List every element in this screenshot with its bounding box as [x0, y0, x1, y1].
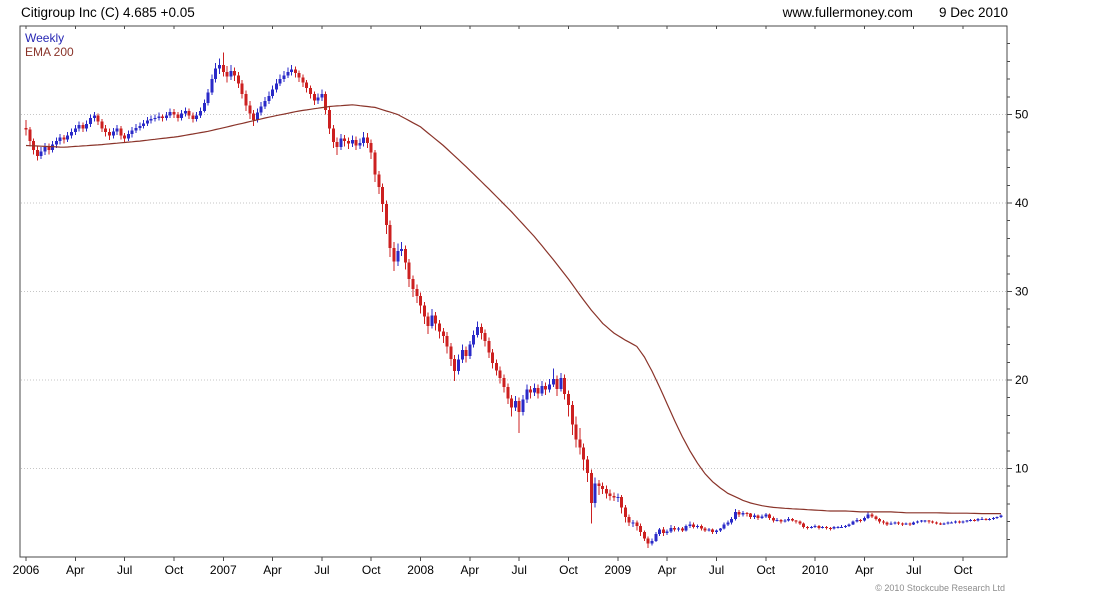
svg-text:Apr: Apr	[658, 563, 677, 577]
svg-text:Oct: Oct	[954, 563, 973, 577]
svg-text:Jul: Jul	[512, 563, 527, 577]
chart-frame	[19, 25, 1012, 561]
svg-text:10: 10	[1015, 462, 1029, 476]
svg-text:Oct: Oct	[165, 563, 184, 577]
svg-text:20: 20	[1015, 373, 1029, 387]
y-gridlines	[21, 114, 1006, 469]
svg-text:Jul: Jul	[906, 563, 921, 577]
svg-text:Apr: Apr	[855, 563, 874, 577]
svg-text:50: 50	[1015, 108, 1029, 122]
svg-text:Apr: Apr	[66, 563, 85, 577]
svg-text:Apr: Apr	[263, 563, 282, 577]
svg-text:Jul: Jul	[117, 563, 132, 577]
copyright-notice: © 2010 Stockcube Research Ltd	[875, 583, 1005, 593]
website-text: www.fullermoney.com	[782, 5, 913, 20]
ema-label: EMA 200	[25, 45, 74, 59]
svg-text:2007: 2007	[210, 563, 237, 577]
chart-legend: Weekly EMA 200	[25, 31, 74, 59]
svg-text:Apr: Apr	[461, 563, 480, 577]
instrument-title: Citigroup Inc (C) 4.685 +0.05	[21, 5, 195, 20]
svg-text:2006: 2006	[13, 563, 40, 577]
svg-text:Oct: Oct	[756, 563, 775, 577]
svg-text:Oct: Oct	[362, 563, 381, 577]
timeframe-label: Weekly	[25, 31, 65, 45]
candles	[24, 52, 1003, 549]
svg-text:2010: 2010	[802, 563, 829, 577]
svg-text:40: 40	[1015, 196, 1029, 210]
svg-text:2008: 2008	[407, 563, 434, 577]
y-axis-labels: 10 20 30 40 50	[1015, 108, 1029, 476]
x-axis-labels: 2006 Apr Jul Oct 2007 Apr Jul Oct 2008 Apr Jul Oct 2…	[13, 563, 973, 577]
svg-text:Jul: Jul	[314, 563, 329, 577]
ema-line	[25, 104, 1001, 515]
svg-text:30: 30	[1015, 285, 1029, 299]
svg-text:Oct: Oct	[559, 563, 578, 577]
svg-text:Jul: Jul	[709, 563, 724, 577]
chart-date: 9 Dec 2010	[938, 5, 1008, 20]
svg-text:2009: 2009	[604, 563, 631, 577]
header-right: www.fullermoney.com 9 Dec 2010	[783, 5, 1008, 20]
